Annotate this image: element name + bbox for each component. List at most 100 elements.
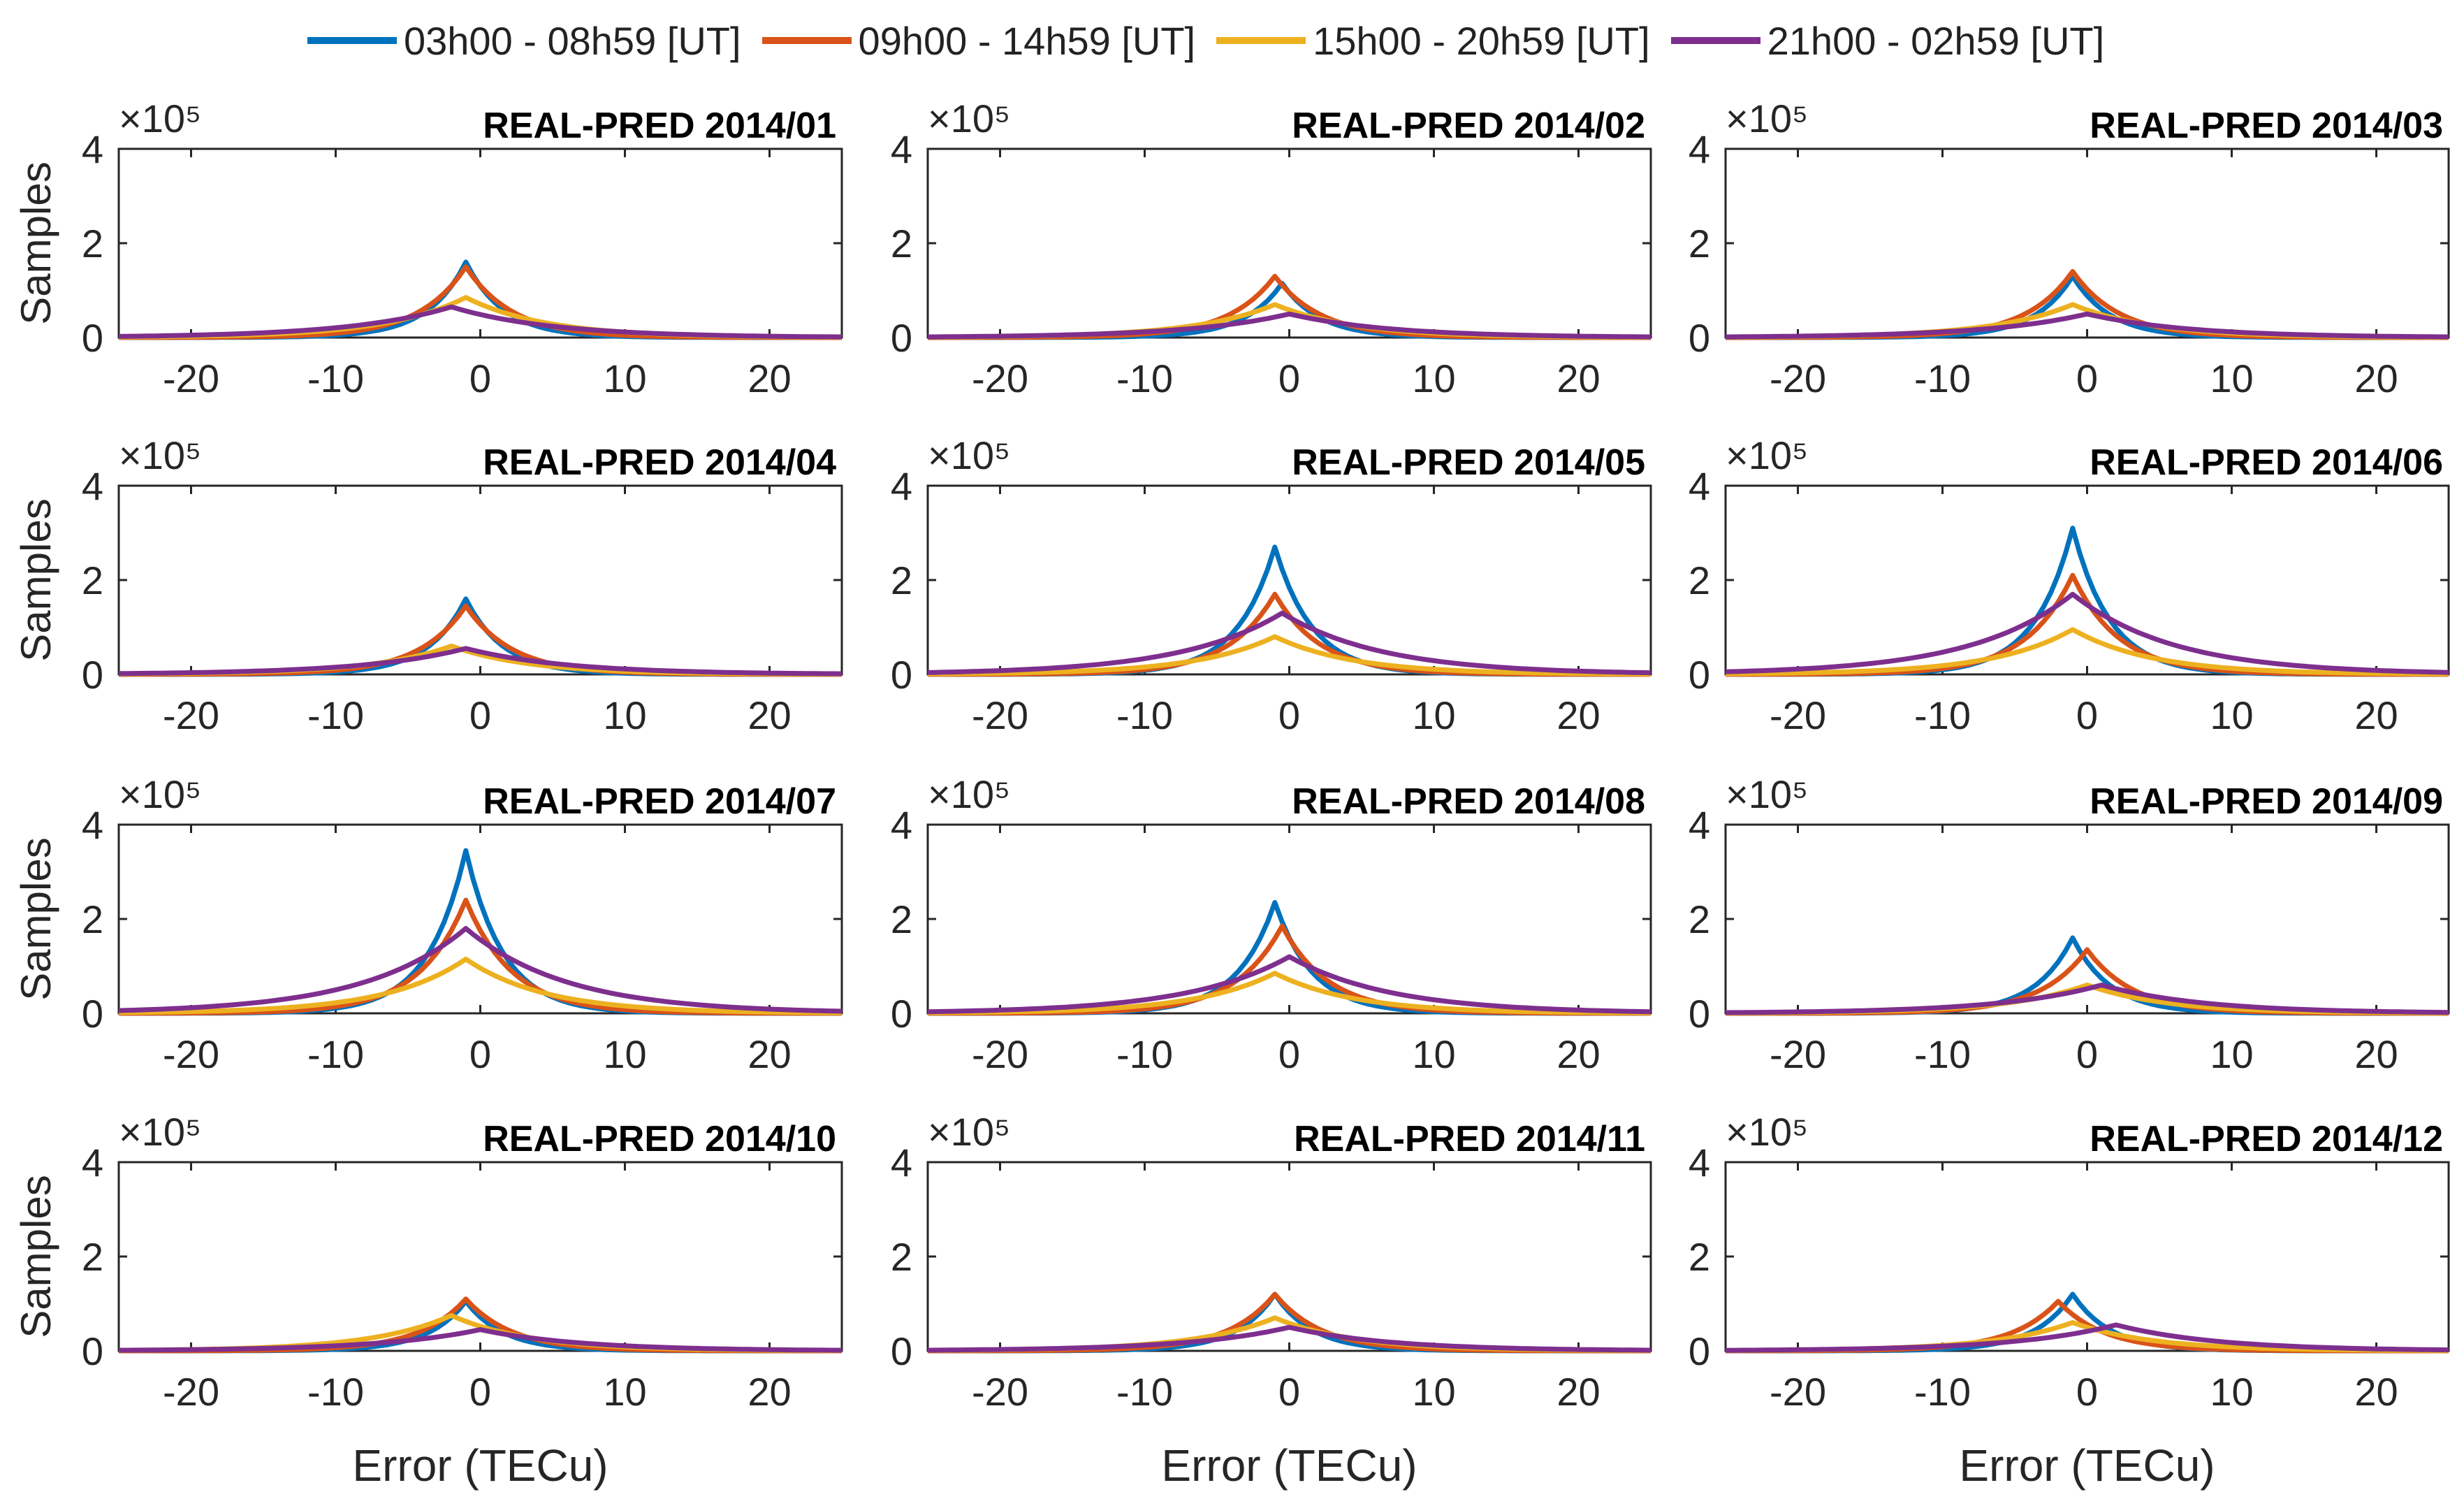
x-tick-label: -10 xyxy=(307,693,364,737)
x-tick-label: -20 xyxy=(163,1032,219,1076)
subplot-title: REAL-PRED 2014/06 xyxy=(2090,442,2443,483)
series-line-4 xyxy=(118,646,843,676)
x-tick-label: -10 xyxy=(1116,1032,1173,1076)
y-axis-label: Samples xyxy=(13,837,59,1000)
x-tick-label: -10 xyxy=(1116,693,1173,737)
x-tick-label: 0 xyxy=(469,356,491,400)
subplot-title: REAL-PRED 2014/05 xyxy=(1292,442,1645,483)
x-tick-label: -20 xyxy=(1770,693,1826,737)
subplot-3: -20 -10 0 10 20 0 2 4 ×10⁵ REAL-PRED 2014/03 xyxy=(1689,96,2450,400)
y-tick-label: 2 xyxy=(82,222,103,266)
legend-item-3: 21h00 - 02h59 [UT] xyxy=(1670,18,2105,64)
y-tick-label: 4 xyxy=(82,1141,103,1185)
y-tick-label: 4 xyxy=(1689,803,1710,847)
series-line-1 xyxy=(1726,273,2449,340)
y-tick-label: 0 xyxy=(891,1329,912,1373)
series-line-4 xyxy=(1725,311,2449,340)
series-line-4 xyxy=(927,1324,1652,1353)
x-tick-label: 20 xyxy=(748,693,791,737)
x-tick-label: 10 xyxy=(2210,693,2253,737)
y-multiplier-label: ×10⁵ xyxy=(119,433,201,477)
x-tick-label: 10 xyxy=(1412,693,1455,737)
y-multiplier-label: ×10⁵ xyxy=(119,96,201,140)
x-tick-label: -20 xyxy=(163,1370,219,1414)
y-multiplier-label: ×10⁵ xyxy=(1726,1110,1808,1154)
y-axis-label: Samples xyxy=(13,1175,59,1338)
y-tick-label: 0 xyxy=(82,653,103,697)
x-tick-label: 10 xyxy=(1412,1370,1455,1414)
x-tick-label: -10 xyxy=(1116,1370,1173,1414)
series-line-4 xyxy=(1725,983,2449,1015)
y-tick-label: 2 xyxy=(82,558,103,602)
x-tick-label: -20 xyxy=(972,1370,1028,1414)
series-line-1 xyxy=(119,596,842,677)
x-tick-label: 0 xyxy=(469,1370,491,1414)
y-multiplier-label: ×10⁵ xyxy=(1726,433,1808,477)
y-axis-label: Samples xyxy=(13,161,59,324)
x-tick-label: -20 xyxy=(972,1032,1028,1076)
y-tick-label: 2 xyxy=(891,1235,912,1279)
x-tick-label: 10 xyxy=(603,356,646,400)
x-tick-label: 20 xyxy=(2354,1370,2398,1414)
y-multiplier-label: ×10⁵ xyxy=(1726,96,1808,140)
subplot-8: -20 -10 0 10 20 0 2 4 ×10⁵ REAL-PRED 2014/08 xyxy=(891,772,1652,1076)
y-multiplier-label: ×10⁵ xyxy=(928,96,1010,140)
y-tick-label: 4 xyxy=(891,803,912,847)
subplot-6: -20 -10 0 10 20 0 2 4 ×10⁵ REAL-PRED 2014/06 xyxy=(1689,433,2450,737)
series-line-4 xyxy=(1725,591,2449,675)
subplot-title: REAL-PRED 2014/09 xyxy=(2090,781,2443,822)
x-tick-label: 0 xyxy=(2076,1032,2098,1076)
x-tick-label: -20 xyxy=(1770,356,1826,400)
x-tick-label: 0 xyxy=(1278,693,1300,737)
y-multiplier-label: ×10⁵ xyxy=(928,1110,1010,1154)
series-line-2 xyxy=(928,923,1652,1016)
subplot-9: -20 -10 0 10 20 0 2 4 ×10⁵ REAL-PRED 2014/09 xyxy=(1689,772,2450,1076)
y-tick-label: 2 xyxy=(82,1235,103,1279)
subplot-7: -20 -10 0 10 20 0 2 4 ×10⁵ REAL-PRED 2014/07 Sampl… xyxy=(13,772,843,1076)
legend-item-0: 03h00 - 08h59 [UT] xyxy=(307,18,741,64)
series-line-3 xyxy=(118,956,843,1015)
x-tick-label: -20 xyxy=(163,693,219,737)
x-tick-label: -10 xyxy=(1914,356,1971,400)
y-multiplier-label: ×10⁵ xyxy=(1726,772,1808,816)
legend-label-0: 03h00 - 08h59 [UT] xyxy=(404,18,741,63)
subplot-title: REAL-PRED 2014/12 xyxy=(2090,1119,2443,1159)
y-tick-label: 4 xyxy=(1689,127,1710,171)
legend-label-3: 21h00 - 02h59 [UT] xyxy=(1767,18,2105,63)
y-multiplier-label: ×10⁵ xyxy=(928,772,1010,816)
x-tick-label: -10 xyxy=(307,1370,364,1414)
subplot-title: REAL-PRED 2014/02 xyxy=(1292,106,1645,146)
y-tick-label: 0 xyxy=(82,316,103,360)
x-tick-label: 0 xyxy=(469,1032,491,1076)
y-tick-label: 0 xyxy=(1689,1329,1710,1373)
legend-swatch-2 xyxy=(1216,37,1306,44)
x-tick-label: 20 xyxy=(1557,1032,1600,1076)
x-tick-label: -20 xyxy=(1770,1032,1826,1076)
x-tick-label: 20 xyxy=(1557,356,1600,400)
series-line-2 xyxy=(119,897,843,1016)
x-tick-label: 10 xyxy=(603,693,646,737)
y-tick-label: 0 xyxy=(891,992,912,1036)
subplot-1: -20 -10 0 10 20 0 2 4 ×10⁵ REAL-PRED 2014/01 Sampl… xyxy=(13,96,843,400)
x-axis-label: Error (TECu) xyxy=(352,1440,608,1491)
x-tick-label: 10 xyxy=(2210,1370,2253,1414)
y-tick-label: 0 xyxy=(891,653,912,697)
subplot-10: -20 -10 0 10 20 0 2 4 ×10⁵ REAL-PRED 2014/10 Sampl… xyxy=(13,1110,843,1491)
y-tick-label: 0 xyxy=(1689,992,1710,1036)
y-tick-label: 2 xyxy=(82,897,103,941)
x-tick-label: 10 xyxy=(603,1032,646,1076)
subplot-title: REAL-PRED 2014/01 xyxy=(483,106,836,146)
series-line-4 xyxy=(927,954,1652,1015)
plot-frame xyxy=(926,484,1652,676)
subplot-title: REAL-PRED 2014/08 xyxy=(1292,781,1645,822)
series-line-4 xyxy=(118,304,843,340)
y-tick-label: 4 xyxy=(891,1141,912,1185)
x-tick-label: 0 xyxy=(1278,1032,1300,1076)
y-tick-label: 4 xyxy=(82,464,103,508)
x-tick-label: 0 xyxy=(2076,693,2098,737)
y-multiplier-label: ×10⁵ xyxy=(119,772,201,816)
y-tick-label: 0 xyxy=(82,992,103,1036)
y-tick-label: 2 xyxy=(1689,558,1710,602)
x-tick-label: -20 xyxy=(972,356,1028,400)
